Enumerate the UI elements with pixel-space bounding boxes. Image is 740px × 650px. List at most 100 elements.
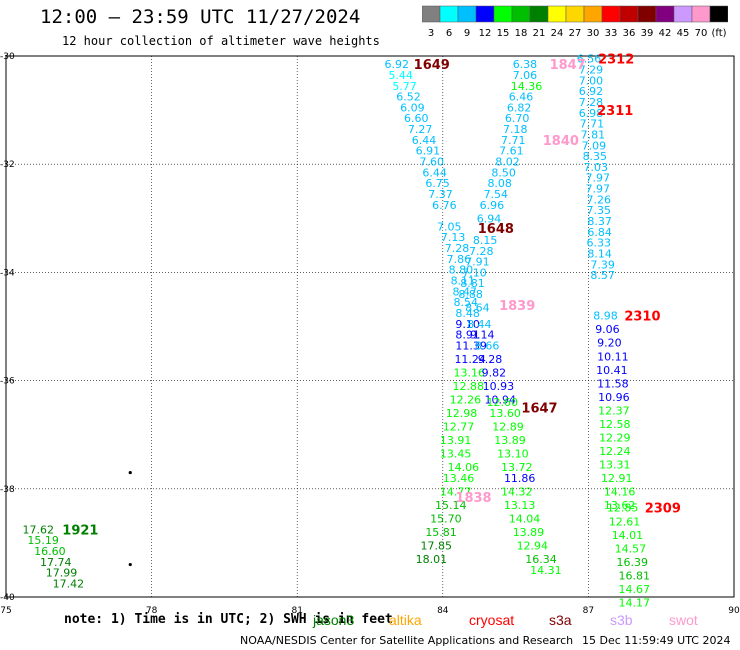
wave-height-label: 16.34 xyxy=(525,553,557,566)
wave-height-label: 13.16 xyxy=(453,366,485,379)
wave-height-label: 12.77 xyxy=(443,421,475,434)
wave-height-label: 13.13 xyxy=(504,499,536,512)
pass-time-label: 2309 xyxy=(645,502,681,517)
wave-height-label: 13.60 xyxy=(489,407,520,420)
wave-height-label: 9.82 xyxy=(482,366,507,379)
wave-height-label: 6.91 xyxy=(416,145,441,158)
pass-time-label: 1648 xyxy=(478,222,514,237)
wave-height-label: 8.02 xyxy=(495,155,520,168)
wave-height-label: 14.77 xyxy=(440,486,472,499)
footer-note: note: 1) Time is in UTC; 2) SWH is in fe… xyxy=(64,612,393,627)
wave-height-label: 13.89 xyxy=(513,526,545,539)
data-marker xyxy=(128,470,132,475)
colorbar-label: 30 xyxy=(587,28,600,39)
wave-height-label: 14.04 xyxy=(509,513,540,526)
wave-height-label: 8.81 xyxy=(460,277,485,290)
wave-height-label: 7.03 xyxy=(584,161,609,174)
wave-height-label: 12.24 xyxy=(599,445,631,458)
colorbar-swatch xyxy=(709,5,728,23)
wave-height-label: 6.46 xyxy=(509,91,533,104)
wave-height-label: 6.82 xyxy=(507,101,532,114)
colorbar-label: 39 xyxy=(641,28,654,39)
wave-height-label: 11.58 xyxy=(597,377,629,390)
wave-height-label: 12.89 xyxy=(492,421,523,434)
wave-height-label: 7.60 xyxy=(420,155,445,168)
wave-height-label: 13.45 xyxy=(440,448,472,461)
y-tick-label: -30 xyxy=(0,52,15,62)
wave-height-label: 8.11 xyxy=(451,275,476,288)
wave-height-label: 14.36 xyxy=(511,80,543,93)
plot-area: 75 78 81 84 87 90-30-32-34-36-38-406.925.445.… xyxy=(0,52,740,616)
wave-height-label: 12.94 xyxy=(517,540,549,553)
wave-height-label: 7.61 xyxy=(499,145,523,158)
wave-height-label: 6.84 xyxy=(587,226,612,239)
wave-height-label: 7.71 xyxy=(580,118,605,131)
plot-frame xyxy=(5,55,735,598)
wave-height-label: 6.56 xyxy=(577,53,602,66)
wave-height-label: 5.44 xyxy=(388,69,413,82)
wave-height-label: 6.94 xyxy=(477,212,502,225)
wave-height-label: 17.99 xyxy=(46,567,78,580)
wave-height-label: 14.31 xyxy=(530,564,562,577)
colorbar-label: (ft) xyxy=(711,28,726,39)
wave-height-label: 8.14 xyxy=(587,247,612,260)
wave-height-label: 10.93 xyxy=(483,380,514,393)
wave-height-label: 9.28 xyxy=(478,353,503,366)
generation-timestamp: 15 Dec 11:59:49 UTC 2024 xyxy=(582,634,731,647)
wave-height-label: 5.77 xyxy=(392,80,417,93)
wave-height-label: 14.32 xyxy=(501,486,533,499)
x-tick-label: 78 xyxy=(146,606,158,616)
wave-height-label: 8.37 xyxy=(587,215,612,228)
wave-height-label: 7.26 xyxy=(586,193,611,206)
colorbar-label: 21 xyxy=(533,28,546,39)
pass-time-label: 1838 xyxy=(455,491,491,506)
colorbar-label: 3 xyxy=(428,28,434,39)
wave-height-label: 7.13 xyxy=(441,231,466,244)
wave-height-label: 15.14 xyxy=(435,499,467,512)
wave-height-label: 12.26 xyxy=(450,394,482,407)
wave-height-label: 14.57 xyxy=(615,542,647,555)
wave-height-label: 12.88 xyxy=(453,380,485,393)
wave-height-label: 6.33 xyxy=(586,237,611,250)
x-tick-label: 84 xyxy=(437,606,449,616)
data-marker xyxy=(128,562,132,567)
wave-height-label: 6.70 xyxy=(505,112,530,125)
wave-height-label: 6.38 xyxy=(513,58,538,71)
wave-height-label: 7.97 xyxy=(585,172,610,185)
wave-height-label: 9.06 xyxy=(595,323,620,336)
wave-height-label: 8.88 xyxy=(458,288,483,301)
wave-height-label: 6.76 xyxy=(432,199,457,212)
wave-height-label: 12.98 xyxy=(446,407,478,420)
wave-height-label: 8.47 xyxy=(453,285,478,298)
wave-height-label: 14.01 xyxy=(612,529,644,542)
wave-height-label: 15.19 xyxy=(27,534,59,547)
x-tick-label: 75 xyxy=(0,606,11,616)
pass-time-label: 1649 xyxy=(414,58,450,73)
wave-height-label: 7.29 xyxy=(579,64,604,77)
wave-height-label: 8.57 xyxy=(590,269,615,282)
wave-height-label: 12.91 xyxy=(601,472,633,485)
wave-height-label: 7.06 xyxy=(513,69,538,82)
wave-height-label: 15.81 xyxy=(425,526,457,539)
wave-height-label: 7.05 xyxy=(437,220,462,233)
wave-height-label: 16.39 xyxy=(617,556,649,569)
wave-height-label: 7.35 xyxy=(586,204,611,217)
wave-height-label: 13.89 xyxy=(494,434,526,447)
pass-time-label: 2310 xyxy=(624,310,660,325)
colorbar-label: 42 xyxy=(659,28,672,39)
wave-height-label: 8.44 xyxy=(467,318,492,331)
wave-height-label: 6.96 xyxy=(480,199,505,212)
wave-height-label: 8.64 xyxy=(465,302,490,315)
wave-height-label: 14.06 xyxy=(448,461,480,474)
wave-height-label: 14.17 xyxy=(618,596,650,609)
wave-height-label: 17.74 xyxy=(40,556,71,569)
wave-height-label: 7.86 xyxy=(447,253,472,266)
wave-height-label: 7.18 xyxy=(503,123,528,136)
wave-height-label: 8.91 xyxy=(455,329,480,342)
wave-height-label: 8.50 xyxy=(491,166,516,179)
chart-title: 12:00 – 23:59 UTC 11/27/2024 xyxy=(40,6,361,28)
wave-height-label: 6.44 xyxy=(422,166,447,179)
wave-height-label: 6.92 xyxy=(385,58,410,71)
colorbar-label: 24 xyxy=(551,28,564,39)
wave-height-label: 6.44 xyxy=(412,134,437,147)
